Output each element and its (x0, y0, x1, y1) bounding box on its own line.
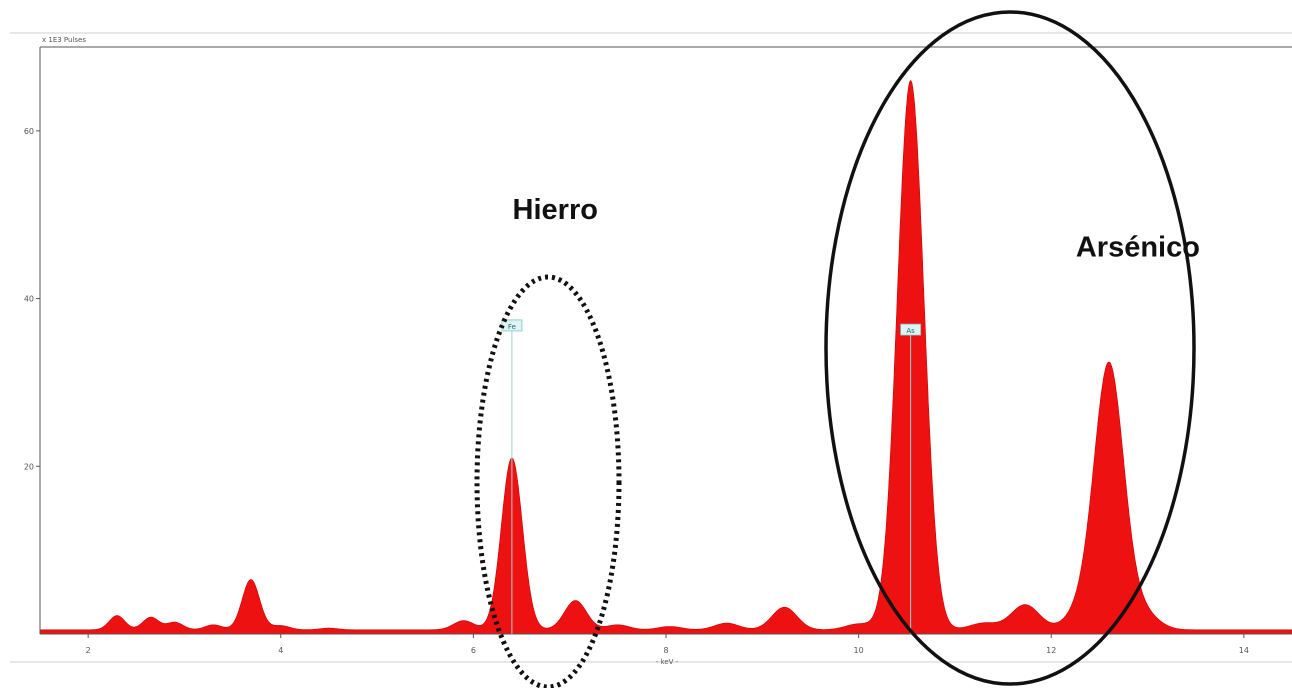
y-tick-label: 40 (24, 295, 34, 304)
x-tick-label: 14 (1239, 646, 1249, 655)
element-markers: Fe As (501, 319, 922, 634)
spectrum-series (39, 80, 1292, 635)
x-tick-label: 8 (663, 646, 668, 655)
marker-label: As (906, 327, 915, 335)
spectrum-area (39, 80, 1292, 635)
annotation-hierro: Hierro (513, 194, 598, 226)
y-tick-label: 20 (24, 462, 34, 471)
y-unit-label: x 1E3 Pulses (42, 36, 86, 44)
y-ticks: 20 40 60 (24, 127, 40, 471)
annotation-arsenico: Arsénico (1076, 232, 1200, 264)
marker-label: Fe (508, 323, 516, 331)
x-tick-label: 10 (854, 646, 864, 655)
x-unit-label: - keV - (656, 658, 679, 666)
x-tick-label: 12 (1046, 646, 1056, 655)
x-tick-label: 4 (278, 646, 283, 655)
x-tick-label: 2 (86, 646, 91, 655)
arsenico-circle (824, 10, 1196, 686)
marker-tag (900, 323, 922, 336)
element-marker-as: As (900, 323, 922, 634)
x-ticks: 2 4 6 8 10 12 14 (86, 634, 1249, 655)
y-tick-label: 60 (24, 127, 34, 136)
hierro-circle (474, 274, 622, 688)
x-tick-label: 6 (471, 646, 476, 655)
